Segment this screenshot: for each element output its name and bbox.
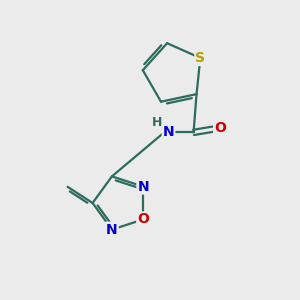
Text: O: O <box>214 121 226 135</box>
Text: O: O <box>137 212 149 226</box>
Text: H: H <box>152 116 162 130</box>
Text: S: S <box>195 51 205 65</box>
Text: N: N <box>163 125 174 140</box>
Text: N: N <box>106 223 118 237</box>
Text: N: N <box>137 180 149 194</box>
